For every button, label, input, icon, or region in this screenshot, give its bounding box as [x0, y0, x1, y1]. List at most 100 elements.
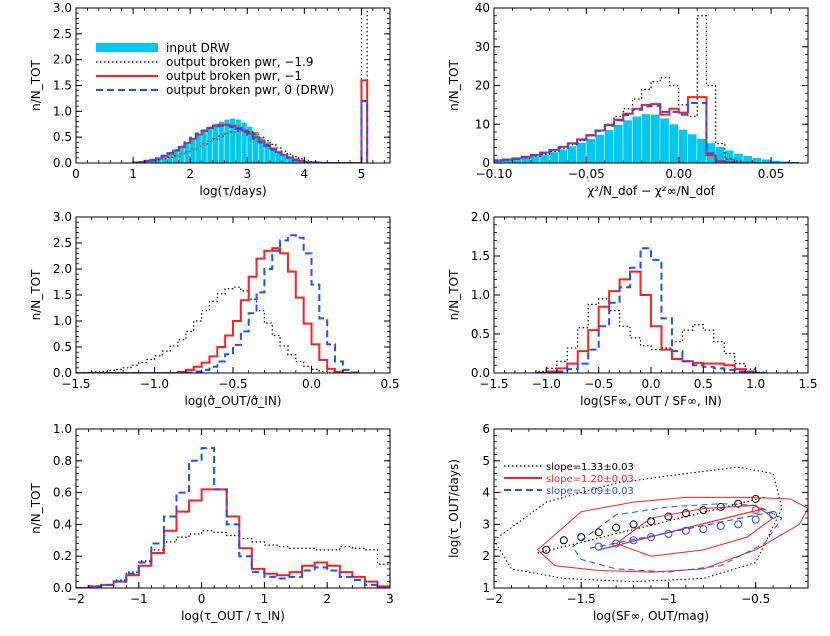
x-axis-title: log(τ/days)	[199, 184, 266, 198]
bar-input-drw-28	[752, 157, 762, 163]
y-axis-title: n/N_TOT	[447, 269, 461, 320]
bar-input-drw-18	[235, 119, 241, 163]
y-tick-label: 1.5	[53, 79, 72, 93]
x-tick-label: 1.0	[746, 377, 765, 391]
panel-p1: 0 1 2 3 4 5 0.0 0.5 1.0 1.5 2.0 2.5 3.0 log(τ/days) n/…	[29, 1, 391, 198]
bar-input-drw-7	[173, 151, 179, 163]
plot-area	[535, 247, 767, 373]
x-axis-title: log(SF∞, OUT / SF∞, IN)	[580, 394, 722, 408]
series-line-1	[76, 247, 359, 373]
x-tick-label: −1.5	[479, 377, 508, 391]
y-tick-label: 4	[482, 486, 490, 500]
y-tick-label: 10	[475, 117, 490, 131]
y-axis-title: n/N_TOT	[447, 59, 461, 110]
y-tick-label: 0.2	[53, 549, 72, 563]
point-2-0	[594, 542, 603, 551]
legend-swatch-0	[96, 43, 158, 52]
y-tick-label: 1.0	[53, 422, 72, 436]
series-line-0	[535, 298, 767, 373]
bar-input-drw-15	[218, 121, 224, 163]
panel-p3: −1.5 −1.0 −0.5 0.0 0.5 0.0 0.5 1.0 1.5 2.0 2.5 3.0 l…	[29, 210, 400, 408]
bar-input-drw-12	[604, 130, 614, 163]
legend-label-1: slope=1.20±0.03	[546, 474, 634, 485]
bar-input-drw-12	[201, 130, 207, 163]
y-tick-label: 2.5	[53, 27, 72, 41]
bar-input-drw-10	[190, 139, 196, 163]
bar-input-drw-21	[687, 134, 697, 163]
bar-input-drw-28	[292, 159, 299, 163]
contour-1-contour	[536, 496, 808, 573]
y-tick-label: 0.0	[471, 366, 490, 380]
y-tick-label: 0.0	[53, 581, 72, 595]
y-axis-title: n/N_TOT	[29, 269, 43, 320]
bar-input-drw-11	[595, 134, 605, 163]
x-tick-label: 0	[198, 592, 206, 606]
plot-area	[494, 466, 808, 583]
bar-input-drw-2	[512, 159, 522, 163]
point-0-3	[594, 528, 603, 537]
y-tick-label: 1	[482, 581, 490, 595]
point-2-1	[612, 539, 621, 548]
point-0-0	[542, 545, 551, 554]
x-tick-label: −1.5	[61, 377, 90, 391]
point-2-9	[751, 515, 760, 524]
bar-input-drw-5	[161, 156, 167, 163]
series-line-1	[76, 488, 390, 588]
bar-input-drw-26	[734, 153, 743, 163]
x-tick-label: 0.0	[302, 377, 321, 391]
bar-input-drw-24	[715, 147, 725, 163]
panel-p6: −2 −1.5 −1 −0.5 1 2 3 4 5 6 log(SF∞, OUT/mag) log(τ…	[447, 422, 809, 623]
y-tick-label: 1.5	[471, 249, 490, 263]
bar-input-drw-21	[252, 132, 259, 163]
point-0-2	[577, 533, 586, 542]
series-line-2	[76, 234, 360, 373]
y-tick-label: 0.8	[53, 454, 72, 468]
bar-input-drw-25	[275, 151, 281, 163]
fit-line-1	[598, 507, 765, 551]
point-0-6	[647, 517, 655, 526]
bar-input-drw-29	[298, 161, 304, 163]
bar-input-drw-3	[150, 160, 156, 163]
y-tick-label: 0.5	[53, 130, 72, 144]
x-tick-label: 0	[72, 167, 80, 181]
axes-frame	[493, 428, 809, 589]
bar-input-drw-26	[281, 155, 287, 163]
contour-1-contour2	[615, 504, 774, 557]
bar-input-drw-13	[614, 125, 623, 163]
x-axis-title: log(SF∞, OUT/mag)	[593, 609, 709, 623]
bar-input-drw-20	[678, 129, 688, 163]
y-axis-title: n/N_TOT	[29, 59, 43, 110]
panel-p2: −0.10 −0.05 0.00 0.05 0 10 20 30 40 χ²/N_dof − χ²…	[447, 1, 809, 198]
bar-input-drw-22	[697, 138, 706, 163]
point-2-7	[716, 521, 725, 530]
x-tick-label: 0.05	[758, 167, 785, 181]
x-tick-label: 2	[323, 592, 331, 606]
x-tick-label: −1	[130, 592, 148, 606]
bar-input-drw-18	[660, 118, 669, 163]
x-axis-title: log(τ_OUT / τ_IN)	[181, 609, 285, 623]
bar-input-drw-16	[224, 119, 230, 163]
bar-input-drw-30	[771, 160, 780, 163]
x-axis-title: log(σ̂_OUT/σ̂_IN)	[185, 394, 282, 408]
bar-input-drw-14	[213, 123, 219, 163]
bar-input-drw-19	[241, 122, 247, 163]
bar-input-drw-6	[167, 154, 173, 163]
y-tick-label: 2.5	[53, 236, 72, 250]
bar-input-drw-2	[144, 161, 150, 163]
y-tick-label: 3.0	[53, 1, 72, 15]
bar-input-drw-20	[247, 126, 253, 163]
bar-input-drw-9	[184, 143, 190, 163]
contour-2-contour	[571, 503, 783, 573]
bar-input-drw-11	[195, 134, 201, 163]
axes-frame	[75, 428, 391, 589]
x-tick-label: −1.0	[532, 377, 561, 391]
series-line-0	[76, 530, 390, 588]
y-tick-label: 5	[482, 454, 490, 468]
series-line-2	[535, 247, 767, 373]
point-0-5	[629, 520, 638, 529]
bar-input-drw-10	[586, 138, 595, 163]
y-tick-label: 2	[482, 549, 490, 563]
series-line-3	[494, 101, 799, 163]
point-2-6	[699, 525, 708, 534]
